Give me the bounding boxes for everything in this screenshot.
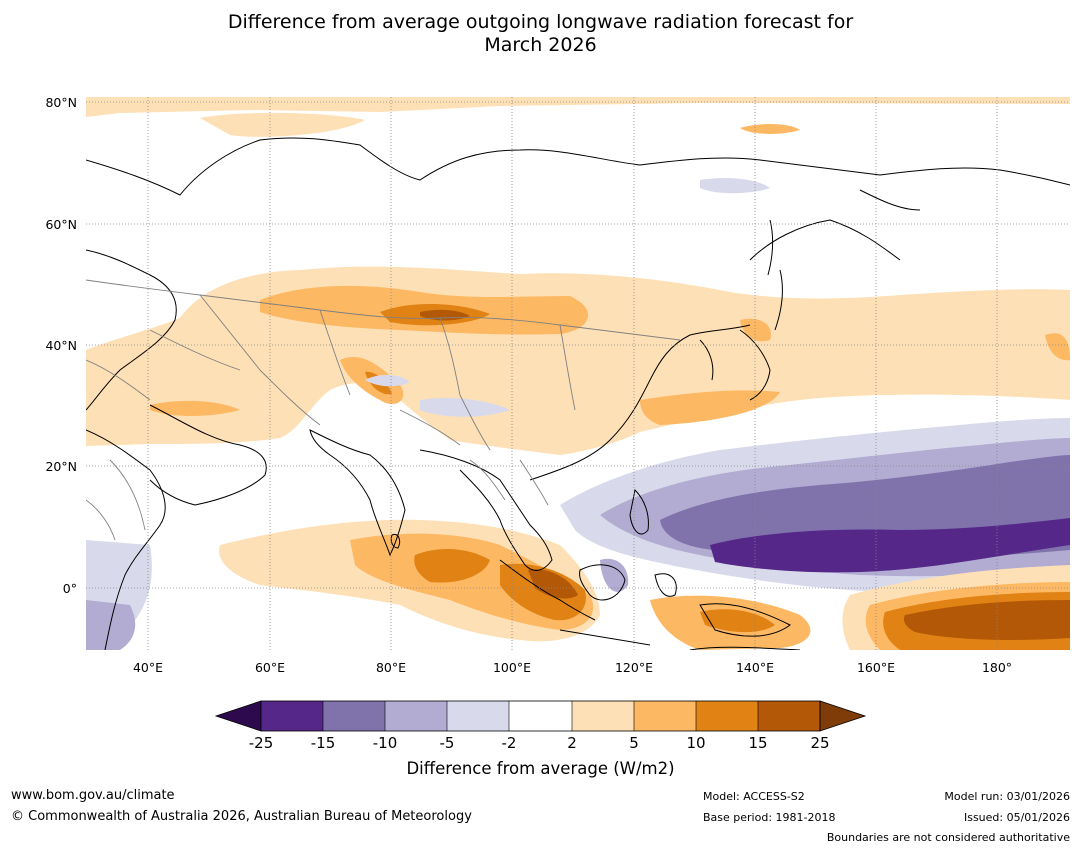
new-guinea-strong-positive <box>700 609 775 633</box>
bay-of-bengal-strong-positive <box>414 548 490 583</box>
colorbar-segment-7 <box>634 701 696 731</box>
colorbar-tick-label: -15 <box>310 734 336 752</box>
colorbar-extend-high <box>819 700 867 732</box>
lon-label-100e: 100°E <box>492 660 531 675</box>
colorbar-title: Difference from average (W/m2) <box>406 759 675 778</box>
northern-light-orange <box>200 112 365 137</box>
lon-label-160e: 160°E <box>856 660 895 675</box>
colorbar-tick-label: -5 <box>439 734 455 752</box>
issued-date: Issued: 05/01/2026 <box>963 811 1070 824</box>
tibet-weak-negative <box>420 398 510 417</box>
colorbar-segment-9 <box>758 701 820 731</box>
map-title-line1: Difference from average outgoing longwav… <box>227 11 854 33</box>
lat-label-40n: 40°N <box>45 338 77 353</box>
lon-label-180: 180° <box>981 660 1013 675</box>
colorbar-tick-label: -10 <box>372 734 398 752</box>
colorbar-segment-2 <box>323 701 385 731</box>
map-plot-area <box>86 97 1070 650</box>
colorbar-segment-5 <box>509 701 572 731</box>
model-name: Model: ACCESS-S2 <box>703 790 805 803</box>
colorbar-segment-4 <box>447 701 509 731</box>
copyright-text: © Commonwealth of Australia 2026, Austra… <box>11 809 472 824</box>
lat-label-20n: 20°N <box>45 459 77 474</box>
lat-label-80n: 80°N <box>45 95 77 110</box>
colorbar-tick-label: 25 <box>810 734 830 752</box>
sumatra-peak-positive <box>528 569 578 599</box>
colorbar-extend-low <box>214 700 262 732</box>
east-china-sea-orange <box>640 390 780 425</box>
colorbar-tick-label: -2 <box>501 734 517 752</box>
colorbar-tick-label: 15 <box>748 734 768 752</box>
graticule <box>86 97 1070 650</box>
siberia-weak-negative <box>700 177 770 194</box>
colorbar-tick-label: 10 <box>686 734 706 752</box>
himalaya-weak-negative <box>365 374 410 387</box>
country-borders <box>86 279 681 541</box>
colorbar-segment-8 <box>696 701 758 731</box>
pacific-east-orange <box>1045 333 1070 361</box>
colorbar-tick-label: 5 <box>629 734 639 752</box>
arctic-orange-patch <box>740 124 800 134</box>
base-period: Base period: 1981-2018 <box>703 811 836 824</box>
japan-sea-orange <box>740 318 771 342</box>
colorbar-segment-6 <box>572 701 634 731</box>
colorbar <box>214 700 867 732</box>
model-run-date: Model run: 03/01/2026 <box>944 790 1070 803</box>
lon-label-140e: 140°E <box>735 660 774 675</box>
lat-label-60n: 60°N <box>45 217 77 232</box>
lon-label-80e: 80°E <box>375 660 407 675</box>
website-link[interactable]: www.bom.gov.au/climate <box>11 788 175 803</box>
southwest-pacific-peak <box>903 600 1070 640</box>
map-title-line2: March 2026 <box>484 34 597 56</box>
west-pacific-peak-negative <box>710 518 1070 573</box>
lon-label-60e: 60°E <box>254 660 286 675</box>
colorbar-segment-3 <box>385 701 447 731</box>
anomaly-fields <box>86 97 1070 650</box>
coastlines <box>86 137 1070 650</box>
borneo-negative <box>600 558 629 592</box>
colorbar-segment-1 <box>261 701 323 731</box>
lon-label-120e: 120°E <box>614 660 653 675</box>
lat-label-equator: 0° <box>62 581 77 596</box>
lon-label-40e: 40°E <box>132 660 164 675</box>
colorbar-tick-label: -25 <box>248 734 274 752</box>
colorbar-tick-label: 2 <box>567 734 577 752</box>
middle-east-orange <box>150 400 240 416</box>
boundaries-disclaimer: Boundaries are not considered authoritat… <box>826 831 1070 844</box>
